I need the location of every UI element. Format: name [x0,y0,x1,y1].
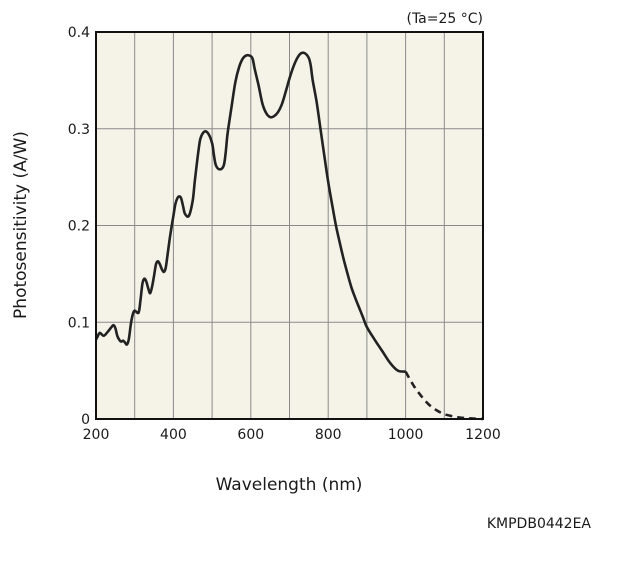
tick-labels: 200 400 600 800 1000 1200 0 0.1 0.2 0.3 0.4 [68,25,501,443]
x-tick-label: 600 [237,427,264,443]
y-tick-label: 0.3 [68,122,90,138]
series-line-solid [94,51,406,373]
x-tick-label: 800 [315,427,342,443]
plot-frame [95,31,484,420]
figure-code: KMPDB0442EA [487,516,592,532]
y-tick-label: 0.4 [68,25,90,41]
y-tick-label: 0.2 [68,219,90,235]
x-axis-title: Wavelength (nm) [216,475,363,495]
x-tick-label: 1200 [465,427,501,443]
x-tick-label: 1000 [388,427,424,443]
x-tick-label: 200 [83,427,110,443]
y-axis-title: Photosensitivity (A/W) [11,131,31,319]
condition-note: (Ta=25 °C) [406,11,483,27]
y-tick-label: 0.1 [68,315,90,331]
y-tick-label: 0 [81,412,90,428]
x-tick-label: 400 [160,427,187,443]
grid-lines [96,32,483,419]
